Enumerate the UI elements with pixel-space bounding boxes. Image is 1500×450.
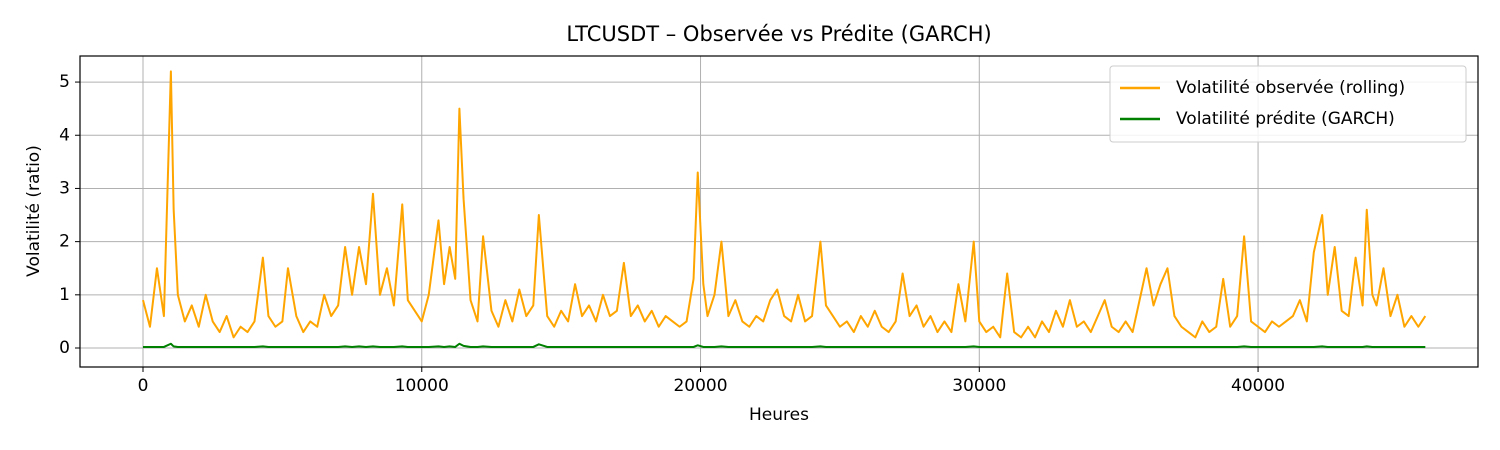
- y-tick-label: 0: [59, 338, 70, 358]
- data-line: [143, 342, 1426, 348]
- x-tick-label: 20000: [673, 376, 727, 396]
- legend-label: Volatilité prédite (GARCH): [1176, 109, 1395, 129]
- legend-label: Volatilité observée (rolling): [1176, 78, 1405, 98]
- x-tick-label: 10000: [395, 376, 449, 396]
- chart-title: LTCUSDT – Observée vs Prédite (GARCH): [566, 22, 991, 46]
- legend: Volatilité observée (rolling) Volatilité …: [1109, 65, 1467, 143]
- plot-frame: [79, 55, 1479, 368]
- x-tick-label: 0: [138, 376, 149, 396]
- y-tick-label: 3: [59, 178, 70, 198]
- y-axis-label: Volatilité (ratio): [24, 145, 44, 277]
- x-tick-label: 30000: [952, 376, 1006, 396]
- x-axis-label: Heures: [749, 405, 809, 425]
- y-tick-label: 4: [59, 125, 70, 145]
- data-line: [142, 70, 1427, 339]
- y-tick-label: 1: [59, 285, 70, 305]
- y-tick-label: 2: [59, 232, 70, 252]
- x-tick-label: 40000: [1231, 376, 1285, 396]
- y-tick-label: 5: [59, 72, 70, 92]
- legend-box: [1109, 65, 1467, 143]
